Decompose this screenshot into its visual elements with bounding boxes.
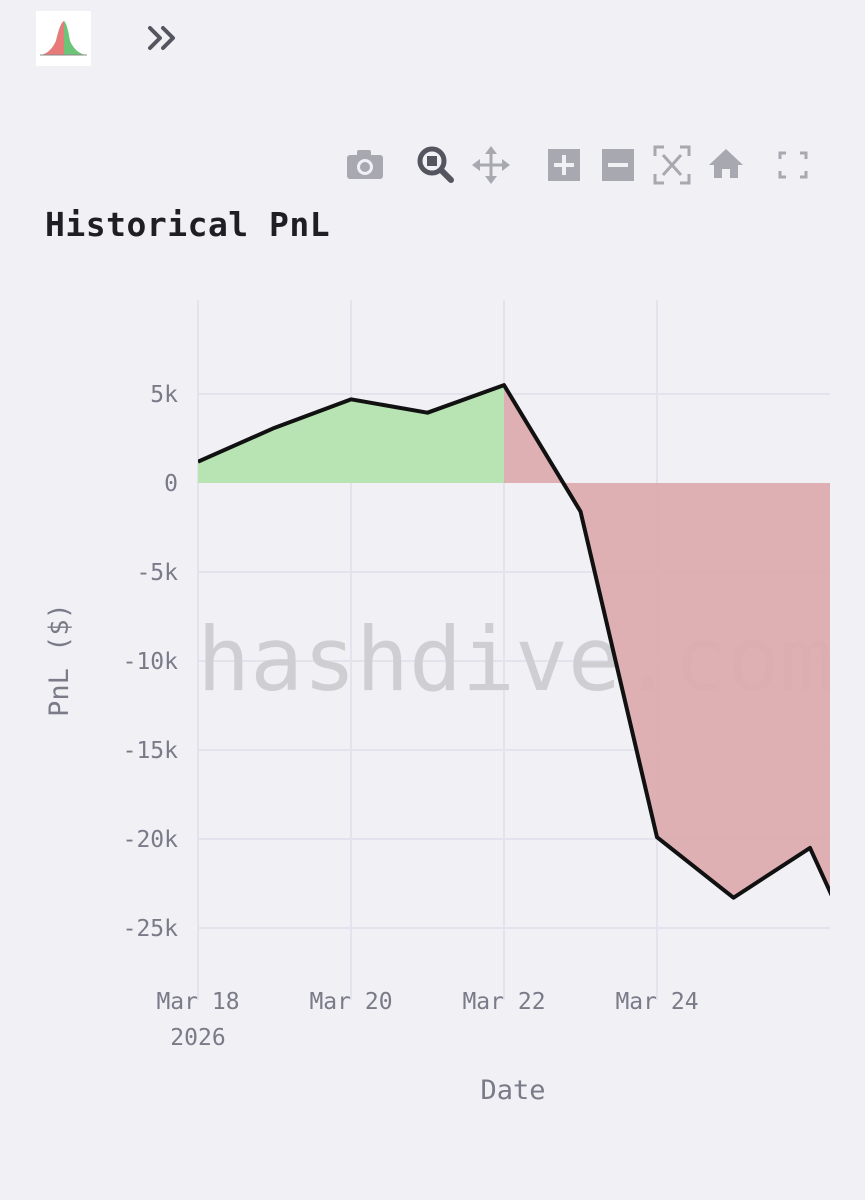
sidebar-expand-button[interactable] xyxy=(140,18,184,58)
zoom-out-button[interactable] xyxy=(598,140,638,190)
app-logo[interactable] xyxy=(36,11,91,66)
y-tick-label: 5k xyxy=(150,382,178,408)
y-axis-ticks: 5k 0 -5k -10k -15k -20k -25k xyxy=(123,382,179,942)
chart-modebar xyxy=(318,140,818,190)
zoom-in-icon xyxy=(548,149,580,181)
x-axis-ticks: Mar 18 2026 Mar 20 Mar 22 Mar 24 xyxy=(156,989,698,1051)
y-tick-label: -10k xyxy=(123,649,179,675)
y-tick-label: -25k xyxy=(123,916,179,942)
download-png-button[interactable] xyxy=(345,140,385,190)
fullscreen-button[interactable] xyxy=(773,140,813,190)
reset-home-icon xyxy=(709,149,743,178)
positive-area xyxy=(198,385,504,483)
x-tick-label: Mar 18 xyxy=(156,989,239,1015)
autoscale-button[interactable] xyxy=(652,140,692,190)
negative-area xyxy=(504,385,830,898)
x-tick-label: Mar 24 xyxy=(615,989,698,1015)
y-tick-label: 0 xyxy=(164,471,178,497)
autoscale-icon xyxy=(653,145,691,185)
pan-icon xyxy=(472,146,510,184)
y-tick-label: -15k xyxy=(123,738,179,764)
data-point xyxy=(503,384,505,386)
x-axis-title: Date xyxy=(480,1075,545,1106)
pnl-line-group xyxy=(198,383,849,932)
data-point xyxy=(198,461,199,463)
x-tick-year-label: 2026 xyxy=(170,1025,225,1051)
x-tick-label: Mar 22 xyxy=(462,989,545,1015)
double-chevron-right-icon xyxy=(148,26,175,50)
bell-curve-logo-icon xyxy=(40,21,87,56)
data-point xyxy=(350,398,352,400)
pan-button[interactable] xyxy=(471,140,511,190)
reset-axes-button[interactable] xyxy=(706,140,746,190)
data-point xyxy=(656,836,658,838)
area-fills xyxy=(198,385,830,898)
data-point xyxy=(809,847,811,849)
zoom-button[interactable] xyxy=(416,140,456,190)
chart-title: Historical PnL xyxy=(45,205,331,244)
zoom-in-button[interactable] xyxy=(544,140,584,190)
zoom-out-icon xyxy=(602,149,634,181)
zoom-icon xyxy=(417,146,454,183)
data-point xyxy=(733,897,734,899)
pnl-line xyxy=(198,383,830,900)
y-tick-label: -20k xyxy=(123,827,179,853)
data-point xyxy=(274,427,275,429)
x-tick-label: Mar 20 xyxy=(309,989,392,1015)
y-tick-label: -5k xyxy=(136,560,178,586)
camera-icon xyxy=(347,150,383,179)
data-point xyxy=(848,931,849,932)
data-point xyxy=(580,510,581,512)
y-axis-title: PnL ($) xyxy=(44,603,75,717)
fullscreen-icon xyxy=(778,151,808,179)
data-point xyxy=(427,412,428,414)
